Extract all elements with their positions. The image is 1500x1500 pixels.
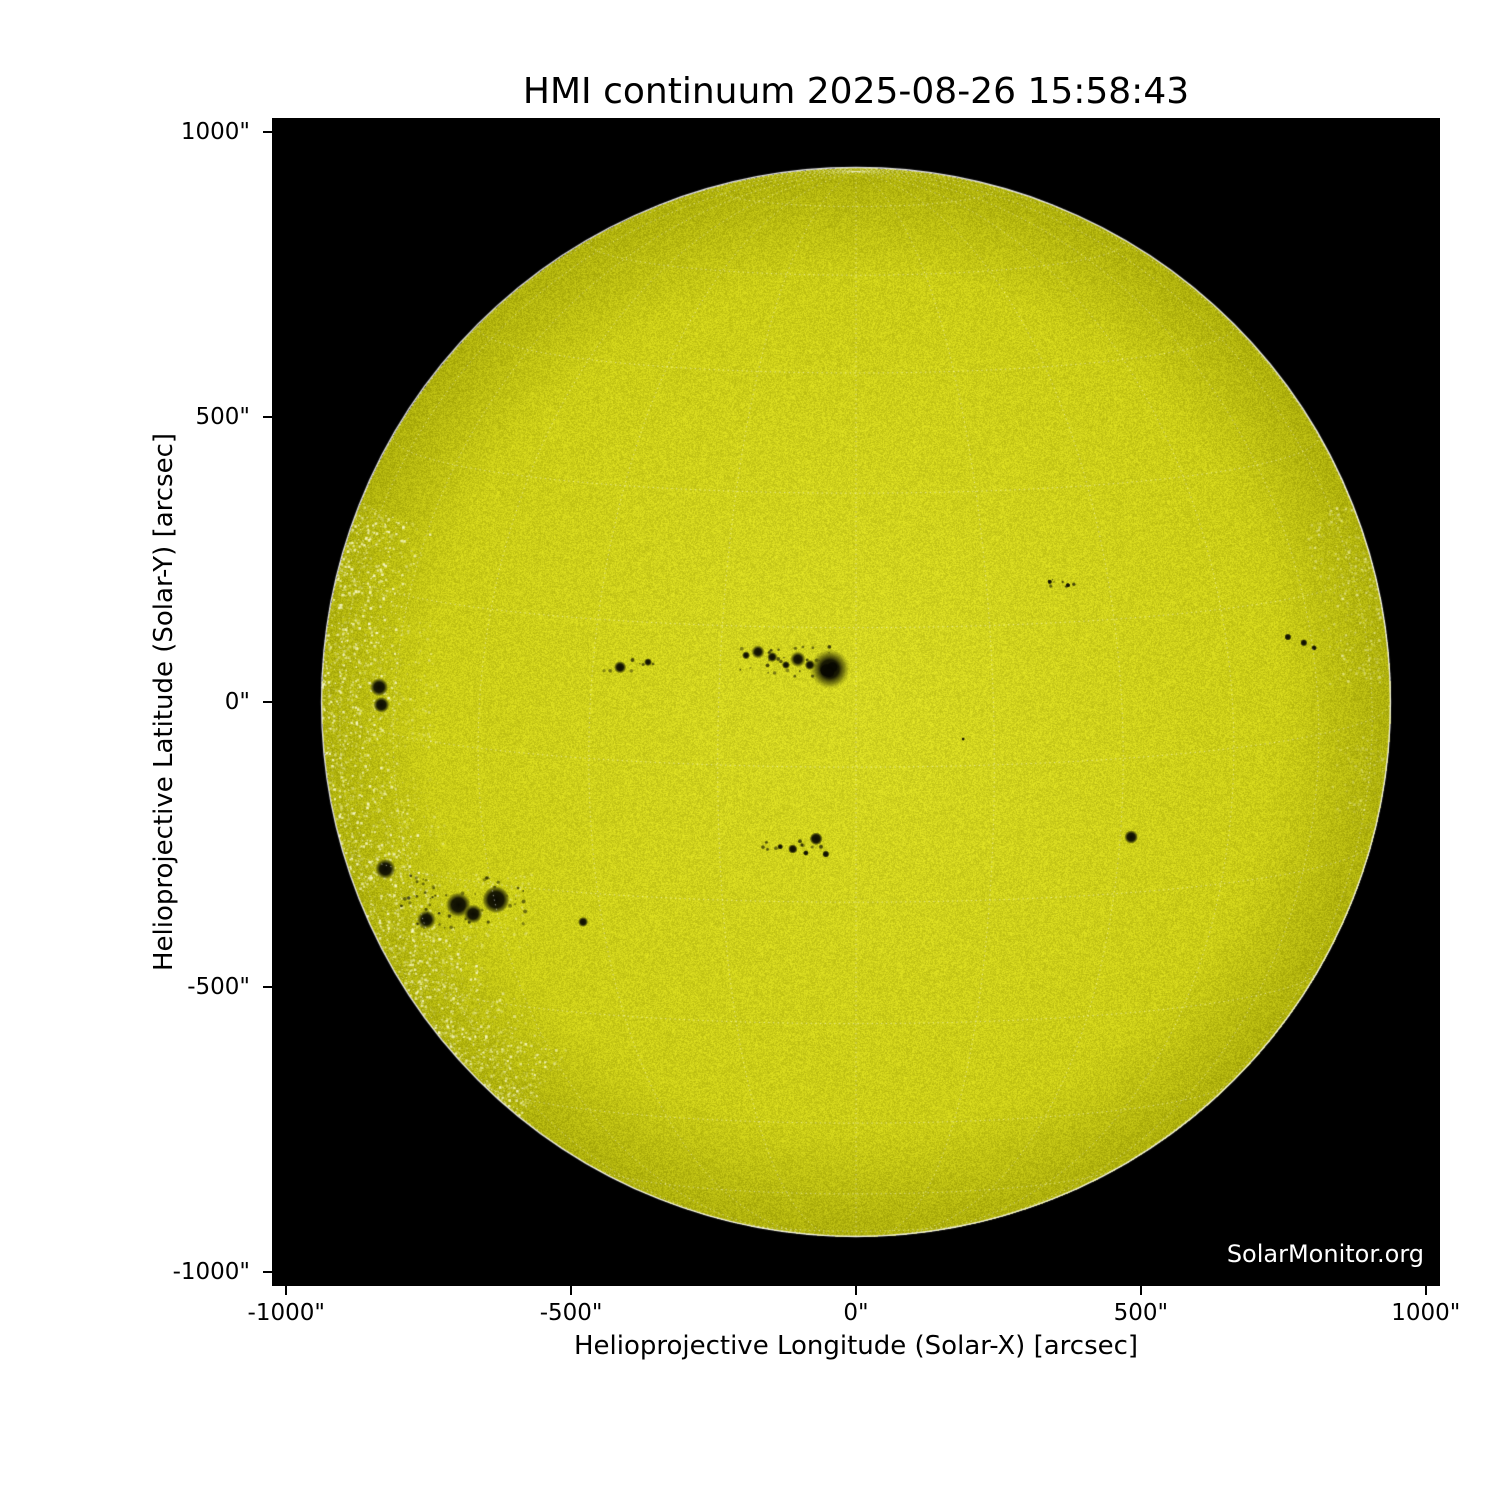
chart-title: HMI continuum 2025-08-26 15:58:43 <box>522 71 1190 112</box>
x-tick-mark <box>1139 1286 1142 1295</box>
y-tick-label: -500" <box>187 973 250 1000</box>
y-axis-label: Helioprojective Latitude (Solar-Y) [arcs… <box>149 432 179 972</box>
x-tick-mark <box>1424 1286 1427 1295</box>
y-tick-mark <box>263 985 272 988</box>
y-tick-label: 500" <box>195 404 250 431</box>
y-tick-mark <box>263 1270 272 1273</box>
x-tick-label: -1000" <box>247 1300 325 1326</box>
solar-disk-canvas <box>272 118 1440 1286</box>
y-tick-mark <box>263 701 272 703</box>
watermark: SolarMonitor.org <box>1226 1240 1424 1268</box>
plot-area: SolarMonitor.org <box>272 118 1440 1286</box>
y-tick-label: 1000" <box>180 119 250 146</box>
y-tick-mark <box>263 416 272 419</box>
x-tick-label: 0" <box>843 1300 869 1326</box>
x-axis-label: Helioprojective Longitude (Solar-X) [arc… <box>573 1331 1139 1361</box>
x-tick-label: 500" <box>1113 1300 1169 1326</box>
y-tick-label: -1000" <box>172 1258 250 1285</box>
y-tick-mark <box>263 131 272 134</box>
x-tick-mark <box>570 1286 573 1295</box>
x-tick-label: -500" <box>539 1300 603 1326</box>
x-tick-mark <box>285 1286 288 1295</box>
x-tick-label: 1000" <box>1391 1300 1461 1326</box>
y-tick-label: 0" <box>224 689 250 715</box>
x-tick-mark <box>855 1286 857 1295</box>
